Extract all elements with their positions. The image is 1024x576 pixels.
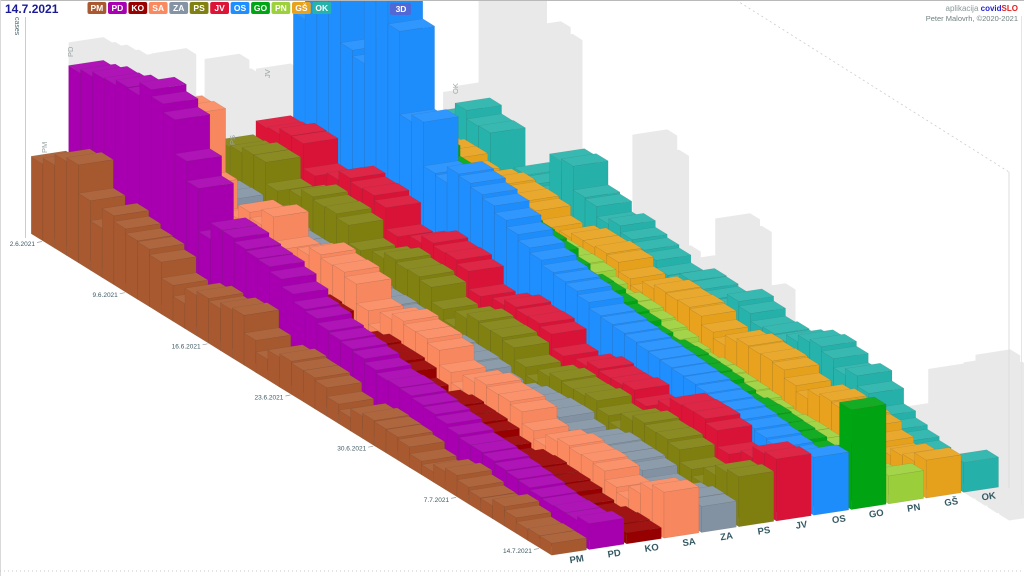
svg-text:PN: PN: [275, 3, 287, 13]
svg-text:GŠ: GŠ: [295, 2, 308, 13]
svg-text:PD: PD: [607, 548, 622, 561]
svg-text:JV: JV: [795, 519, 809, 532]
svg-text:GO: GO: [868, 508, 884, 521]
svg-text:2.6.2021: 2.6.2021: [10, 241, 36, 248]
svg-text:PM: PM: [569, 553, 585, 566]
svg-text:OK: OK: [981, 490, 997, 503]
svg-text:23.6.2021: 23.6.2021: [254, 395, 283, 402]
svg-text:PD: PD: [111, 3, 123, 13]
svg-text:7.7.2021: 7.7.2021: [424, 497, 450, 504]
svg-text:14.7.2021: 14.7.2021: [5, 2, 59, 16]
svg-text:9.6.2021: 9.6.2021: [92, 292, 118, 299]
svg-text:OS: OS: [234, 3, 247, 13]
svg-text:OK: OK: [315, 3, 329, 13]
svg-text:14.7.2021: 14.7.2021: [503, 548, 532, 555]
svg-text:PS: PS: [757, 525, 771, 538]
svg-text:PN: PN: [906, 502, 921, 515]
svg-text:PM: PM: [40, 142, 49, 153]
svg-text:aplikacija covidSLO: aplikacija covidSLO: [946, 4, 1019, 13]
svg-text:OS: OS: [831, 513, 846, 526]
svg-text:SA: SA: [152, 3, 164, 13]
svg-text:PS: PS: [228, 135, 237, 145]
svg-text:OK: OK: [451, 83, 460, 94]
svg-text:PS: PS: [193, 3, 205, 13]
svg-text:PM: PM: [91, 3, 104, 13]
svg-text:cases: cases: [13, 17, 20, 36]
svg-text:ZA: ZA: [173, 3, 184, 13]
svg-text:JV: JV: [214, 3, 225, 13]
svg-text:KO: KO: [644, 542, 660, 555]
svg-text:KO: KO: [131, 3, 144, 13]
svg-text:30.6.2021: 30.6.2021: [337, 446, 366, 453]
svg-text:PD: PD: [66, 46, 75, 57]
svg-text:16.6.2021: 16.6.2021: [172, 343, 201, 350]
svg-text:SA: SA: [682, 536, 697, 549]
svg-text:GO: GO: [254, 3, 268, 13]
svg-text:GŠ: GŠ: [944, 495, 959, 509]
svg-text:ZA: ZA: [719, 530, 733, 543]
svg-text:Peter Malovrh, ©2020-2021: Peter Malovrh, ©2020-2021: [926, 14, 1018, 23]
svg-text:3D: 3D: [396, 4, 407, 14]
svg-text:JV: JV: [263, 69, 272, 78]
